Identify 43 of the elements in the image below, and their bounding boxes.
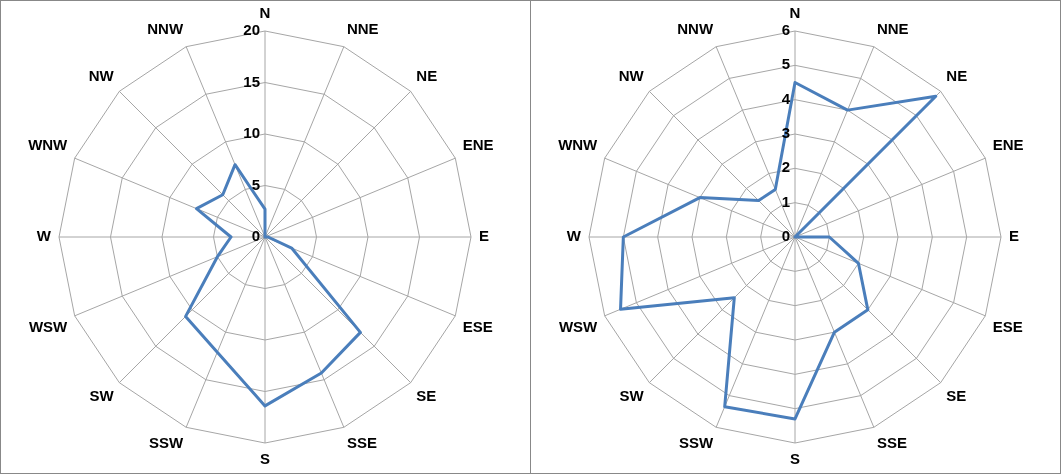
spoke-label: SSW: [678, 433, 714, 451]
y-tick-label: 0: [781, 227, 790, 245]
spoke-label: N: [259, 4, 271, 22]
spoke-label: NNE: [346, 20, 379, 38]
spoke-label: NNE: [876, 20, 909, 38]
spoke-label: SW: [619, 387, 645, 405]
y-tick-label: 4: [781, 89, 791, 107]
y-tick-label: 2: [781, 158, 790, 176]
y-tick-label: 10: [243, 124, 260, 142]
spoke-label: E: [1009, 227, 1020, 245]
spoke-label: NW: [618, 66, 645, 84]
spoke-label: ESE: [992, 318, 1023, 336]
spoke-label: W: [566, 227, 582, 245]
y-tick-label: 6: [781, 21, 790, 39]
spoke-label: WSW: [28, 318, 69, 336]
y-tick-label: 0: [251, 227, 260, 245]
spoke-label: NE: [946, 66, 968, 84]
y-tick-label: 5: [251, 175, 260, 193]
spoke-label: ESE: [462, 318, 493, 336]
spoke-label: SSW: [148, 433, 184, 451]
y-tick-label: 20: [243, 21, 260, 39]
spoke-label: ENE: [462, 136, 494, 154]
spoke-label: NNW: [147, 20, 184, 38]
spoke-label: S: [259, 450, 271, 468]
spoke-label: NE: [416, 66, 438, 84]
spoke-label: SSE: [876, 433, 907, 451]
spoke-label: SW: [89, 387, 115, 405]
spoke-label: E: [479, 227, 490, 245]
spoke-label: WNW: [558, 136, 599, 154]
spoke-label: NW: [88, 66, 115, 84]
spoke-label: N: [789, 4, 801, 22]
spoke-label: SE: [416, 387, 437, 405]
spoke-label: W: [36, 227, 52, 245]
spoke-label: SE: [946, 387, 967, 405]
spoke-label: ENE: [992, 136, 1024, 154]
spoke-label: WSW: [558, 318, 599, 336]
spoke-label: WNW: [28, 136, 69, 154]
y-tick-label: 15: [243, 72, 260, 90]
spoke-label: S: [789, 450, 801, 468]
spoke-label: NNW: [677, 20, 714, 38]
spoke-label: SSE: [346, 433, 377, 451]
y-tick-label: 1: [781, 192, 790, 210]
y-tick-label: 5: [781, 55, 790, 73]
